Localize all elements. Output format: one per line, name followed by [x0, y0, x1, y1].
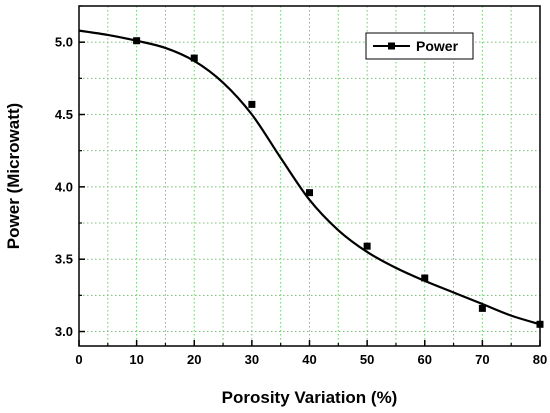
- tick-labels: 0 10 20 30 40 50 60 70 80 3.0 3.5 4.0 4.5 5.0: [55, 35, 547, 367]
- x-tick-label: 80: [533, 352, 547, 367]
- y-tick-label: 3.5: [55, 252, 73, 267]
- y-axis-title: Power (Microwatt): [4, 103, 23, 249]
- series-power: [78, 29, 544, 328]
- x-tick-label: 70: [475, 352, 489, 367]
- x-tick-label: 10: [129, 352, 143, 367]
- y-tick-label: 4.0: [55, 179, 73, 194]
- data-point: [248, 100, 256, 108]
- y-tick-label: 4.5: [55, 107, 73, 122]
- data-point: [306, 189, 313, 197]
- data-point: [363, 242, 371, 250]
- data-point: [133, 37, 141, 45]
- legend-box: [365, 32, 474, 60]
- y-tick-label: 5.0: [55, 35, 73, 50]
- x-axis-title: Porosity Variation (%): [222, 388, 398, 407]
- data-point: [536, 320, 544, 328]
- data-point: [478, 304, 486, 312]
- axis-ticks: [78, 5, 541, 346]
- legend: Power: [365, 32, 474, 60]
- y-tick-label: 3.0: [55, 324, 73, 339]
- x-tick-label: 50: [360, 352, 374, 367]
- x-tick-label: 0: [75, 352, 82, 367]
- x-tick-label: 40: [302, 352, 316, 367]
- power-fit-line: [78, 29, 541, 326]
- data-point: [190, 54, 198, 62]
- legend-label: Power: [416, 38, 459, 54]
- x-tick-label: 20: [187, 352, 201, 367]
- legend-marker: [388, 42, 395, 50]
- data-point: [421, 274, 429, 282]
- x-tick-label: 60: [418, 352, 432, 367]
- x-tick-label: 30: [245, 352, 259, 367]
